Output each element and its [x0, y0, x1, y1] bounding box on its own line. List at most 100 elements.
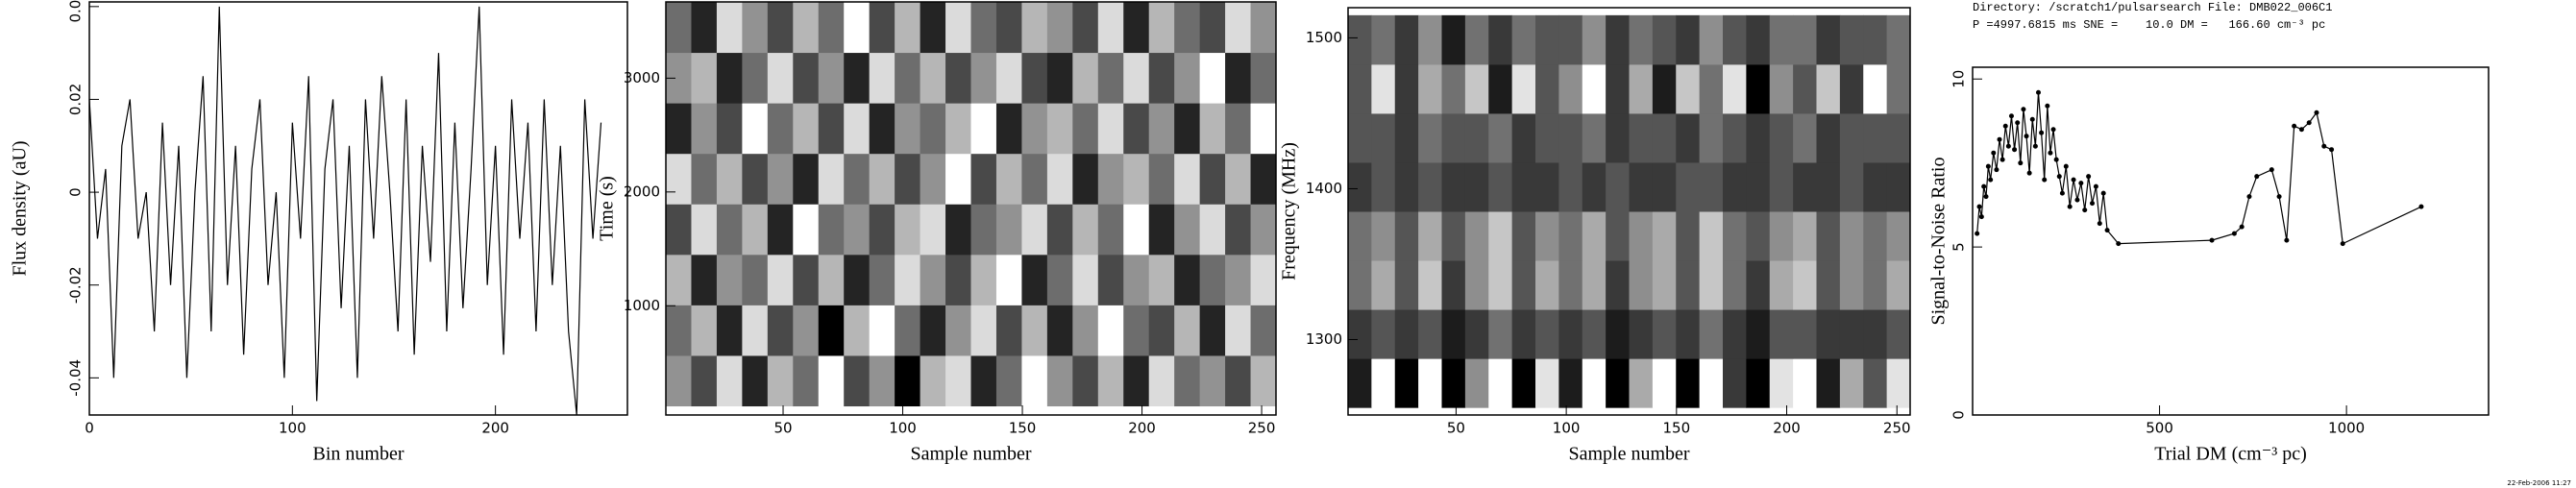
heatmap-cell: [716, 254, 743, 305]
heatmap-cell: [945, 2, 971, 54]
heatmap-cell: [895, 305, 921, 356]
data-point: [2231, 231, 2237, 236]
heatmap-cell: [1371, 63, 1396, 114]
heatmap-cell: [1046, 354, 1073, 407]
heatmap-cell: [1723, 309, 1747, 359]
heatmap-cell: [1629, 63, 1654, 114]
heatmap-cell: [1072, 52, 1099, 104]
heatmap-cell: [1371, 309, 1396, 359]
heatmap-cell: [1606, 63, 1630, 114]
data-point: [2329, 147, 2335, 153]
heatmap-cell: [1606, 309, 1630, 359]
heatmap-cell: [1886, 161, 1911, 212]
heatmap-cell: [1123, 153, 1150, 205]
y-tick-label: 1300: [1306, 330, 1342, 348]
x-tick-label: 200: [481, 420, 509, 437]
y-tick-label: 3000: [624, 69, 660, 86]
heatmap-cell: [1863, 260, 1888, 310]
heatmap-cell: [1250, 305, 1277, 356]
heatmap-cell: [1394, 63, 1419, 114]
heatmap-cell: [1394, 358, 1419, 408]
x-tick-label: 150: [1663, 420, 1691, 437]
heatmap-cell: [691, 254, 718, 305]
heatmap-cell: [1199, 52, 1226, 104]
heatmap-cell: [844, 103, 871, 155]
x-tick-label: 200: [1128, 420, 1156, 437]
heatmap-cell: [1652, 14, 1677, 65]
data-point: [2100, 190, 2106, 196]
heatmap-cell: [1488, 112, 1513, 163]
heatmap-cell: [945, 254, 971, 305]
data-point: [1975, 231, 1980, 236]
heatmap-cell: [1535, 211, 1559, 261]
data-point: [2090, 201, 2096, 207]
heatmap-cell: [1558, 14, 1583, 65]
heatmap-cell: [742, 354, 769, 407]
heatmap-cell: [1072, 354, 1099, 407]
heatmap-cell: [970, 2, 997, 54]
plot-frame: [1972, 66, 2490, 416]
heatmap-cell: [995, 254, 1022, 305]
x-tick-label: 50: [773, 420, 792, 437]
data-line: [88, 6, 602, 416]
heatmap-cell: [1441, 112, 1466, 163]
heatmap-cell: [1418, 358, 1442, 408]
heatmap-cell: [1839, 161, 1864, 212]
data-point: [2097, 221, 2102, 227]
data-point: [2050, 127, 2056, 133]
heatmap-cell: [1225, 153, 1252, 205]
heatmap-cell: [767, 204, 794, 256]
heatmap-cell: [869, 52, 895, 104]
heatmap-cell: [1582, 112, 1607, 163]
heatmap-cell: [1148, 254, 1175, 305]
heatmap-cell: [1723, 358, 1747, 408]
heatmap-cell: [1629, 112, 1654, 163]
data-point: [2056, 174, 2062, 180]
heatmap-cell: [666, 305, 692, 356]
heatmap-cell: [1816, 112, 1841, 163]
heatmap-cell: [1769, 358, 1794, 408]
heatmap-cell: [1676, 112, 1701, 163]
data-point: [2078, 181, 2084, 186]
data-point: [2239, 224, 2245, 230]
heatmap-cell: [1371, 211, 1396, 261]
heatmap-cell: [1046, 204, 1073, 256]
heatmap-cell: [1021, 103, 1048, 155]
heatmap-cell: [767, 2, 794, 54]
heatmap-cell: [844, 2, 871, 54]
x-axis-label: Bin number: [313, 444, 405, 465]
data-point: [2008, 113, 2014, 119]
heatmap-cell: [1816, 260, 1841, 310]
data-point: [1991, 150, 1997, 156]
heatmap-cell: [1418, 309, 1442, 359]
x-tick-label: 250: [1883, 420, 1911, 437]
heatmap-cell: [869, 153, 895, 205]
heatmap-cell: [945, 204, 971, 256]
heatmap-cell: [1535, 309, 1559, 359]
heatmap-cell: [716, 305, 743, 356]
y-tick-label: 1000: [624, 297, 660, 314]
heatmap-cell: [1046, 254, 1073, 305]
heatmap-cell: [1652, 63, 1677, 114]
heatmap-cell: [1072, 254, 1099, 305]
data-point: [2254, 174, 2260, 180]
heatmap-cell: [691, 52, 718, 104]
x-tick-label: 0: [85, 420, 94, 437]
plot-frame: [1347, 7, 1911, 416]
heatmap-cell: [970, 103, 997, 155]
heatmap-cell: [666, 254, 692, 305]
heatmap-cell: [1582, 161, 1607, 212]
heatmap-cell: [1886, 260, 1911, 310]
heatmap-cell: [1174, 305, 1201, 356]
heatmap-cell: [1535, 63, 1559, 114]
heatmap-cell: [1816, 14, 1841, 65]
heatmap-cell: [1250, 254, 1277, 305]
heatmap-cell: [995, 354, 1022, 407]
heatmap-cell: [1793, 260, 1817, 310]
heatmap-cell: [1863, 63, 1888, 114]
heatmap-cell: [1652, 309, 1677, 359]
heatmap-cell: [1123, 52, 1150, 104]
heatmap-cell: [1174, 103, 1201, 155]
heatmap-cell: [793, 354, 820, 407]
